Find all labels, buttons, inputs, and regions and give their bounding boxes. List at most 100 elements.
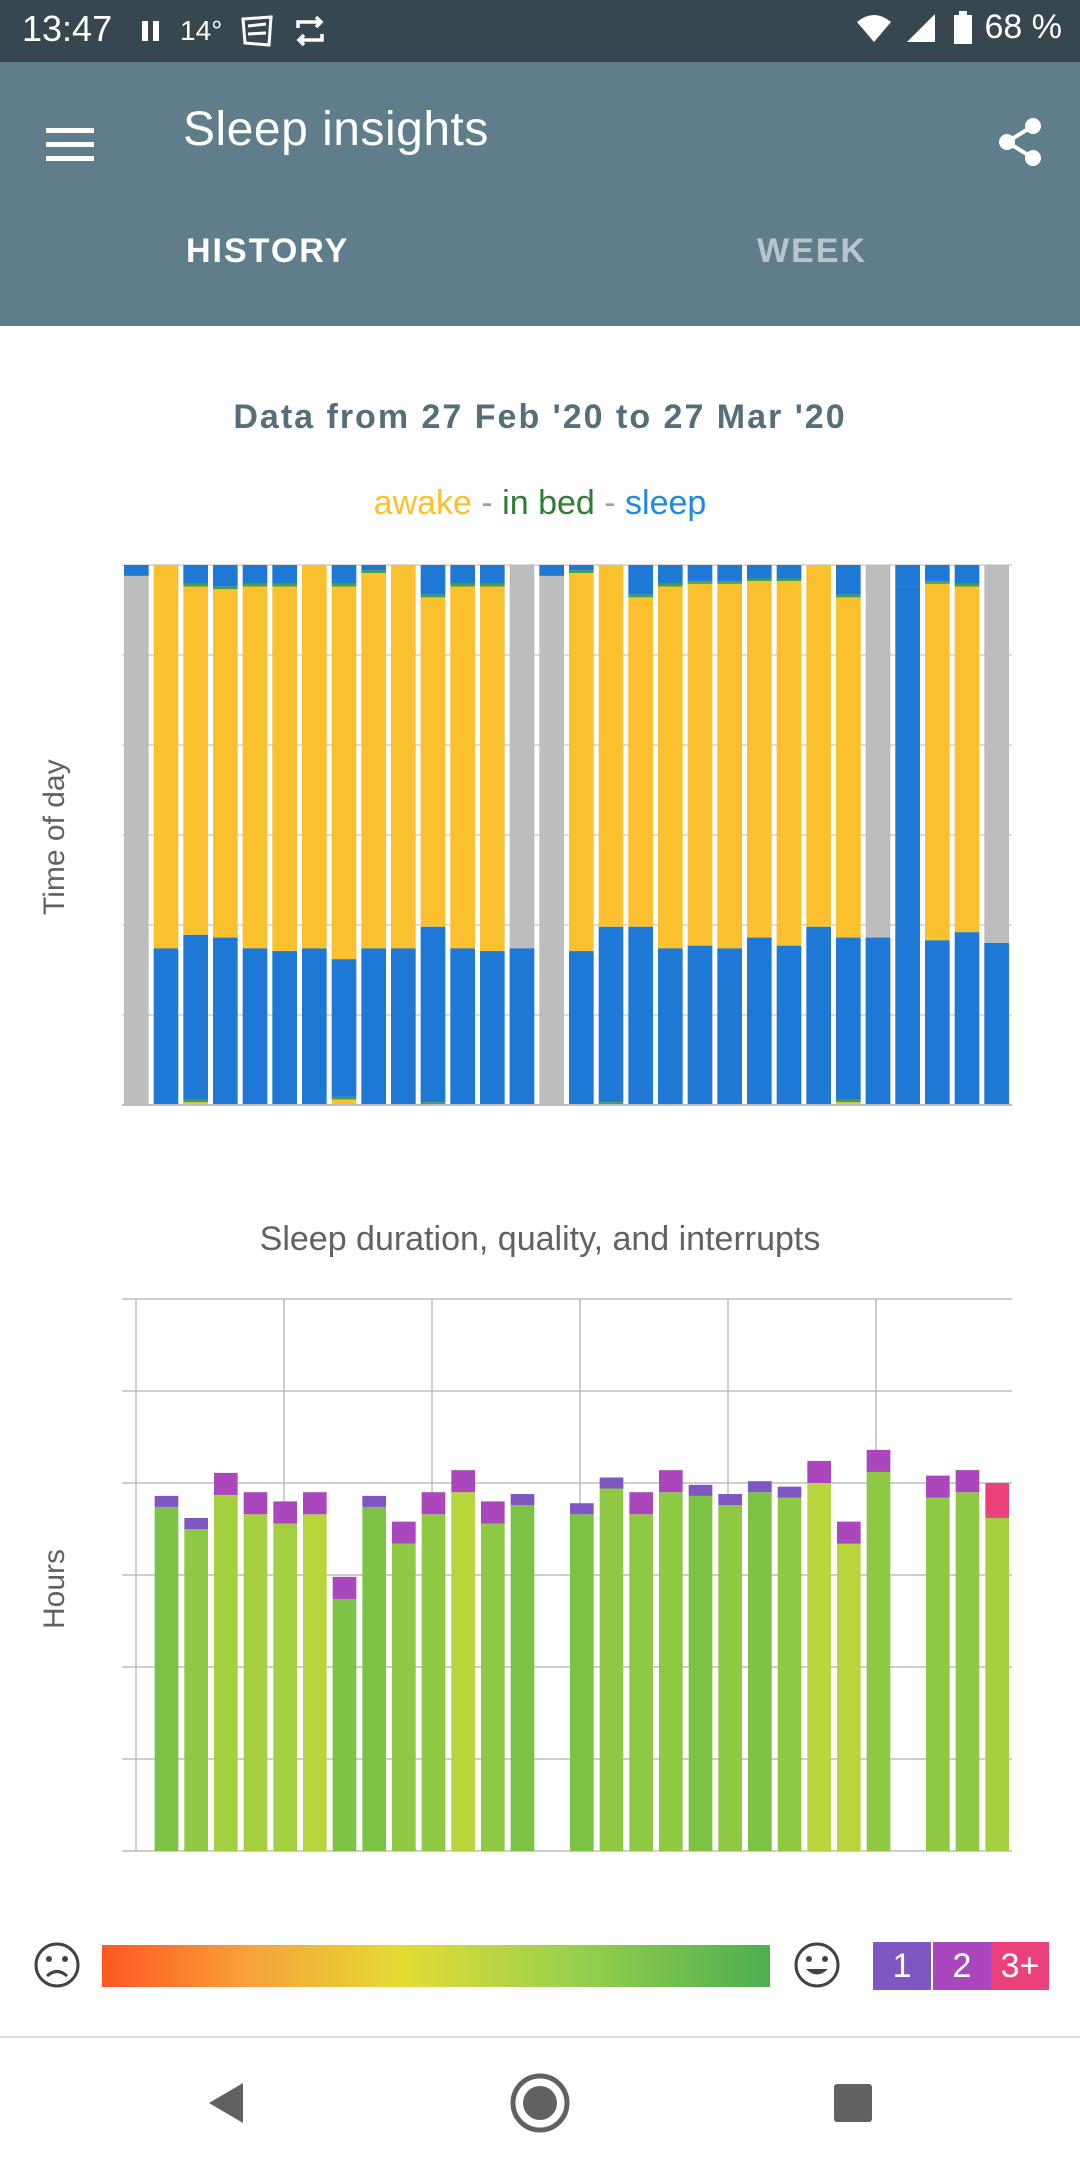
back-button[interactable]: [180, 2058, 270, 2148]
interrupts-segment: [421, 1492, 446, 1515]
awake-segment: [954, 586, 980, 933]
day-bar: [213, 565, 238, 1105]
sleep-segment: [569, 565, 594, 571]
sleep-duration-segment: [807, 1483, 831, 1851]
duration-bar: [214, 1472, 238, 1851]
in-bed-segment: [420, 1102, 446, 1105]
awake-segment: [361, 573, 386, 949]
sleep-duration-segment: [570, 1514, 594, 1851]
awake-segment: [776, 581, 802, 946]
duration-bar: [332, 1576, 357, 1851]
app-bar: Sleep insights HISTORY WEEK: [0, 62, 1080, 326]
awake-segment: [628, 597, 653, 927]
sleep-segment: [480, 565, 505, 584]
duration-bar: [570, 1503, 594, 1851]
duration-bar: [777, 1486, 802, 1851]
day-bar: [806, 565, 831, 1105]
sleep-segment: [658, 565, 683, 584]
sleep-segment: [687, 565, 713, 582]
day-bar: [717, 565, 742, 1105]
divider: [0, 2036, 1080, 2038]
interrupts-segment: [184, 1517, 208, 1529]
awake-segment: [569, 573, 594, 952]
awake-segment: [272, 586, 297, 952]
sleep-duration-segment: [332, 1598, 357, 1851]
recents-button[interactable]: [808, 2058, 898, 2148]
day-bar: [984, 565, 1009, 1105]
sleep-segment: [954, 565, 980, 584]
in-bed-segment: [331, 1096, 357, 1100]
sleep-segment: [242, 948, 268, 1105]
share-button[interactable]: [980, 102, 1060, 182]
duration-bar: [807, 1460, 831, 1851]
duration-bar: [718, 1494, 742, 1851]
awake-segment: [806, 565, 831, 927]
sleep-segment: [925, 940, 950, 1105]
day-bar: [658, 565, 683, 1105]
awake-segment: [242, 586, 268, 949]
duration-bar: [955, 1470, 980, 1851]
status-time: 13:47: [22, 8, 113, 49]
sleep-segment: [747, 565, 772, 579]
in-bed-segment: [450, 583, 475, 587]
day-bar: [509, 565, 535, 1105]
in-bed-segment: [361, 570, 386, 574]
day-bar: [539, 565, 564, 1105]
interrupts-segment: [362, 1495, 386, 1507]
sleep-segment: [272, 951, 297, 1105]
interrupts-segment: [807, 1460, 831, 1483]
duration-bar: [184, 1517, 208, 1851]
duration-bar: [362, 1495, 386, 1851]
legend-separator: -: [471, 484, 503, 522]
interrupts-segment: [451, 1470, 475, 1493]
sleep-segment: [865, 937, 891, 1105]
day-bar: [925, 565, 950, 1105]
sleep-segment: [420, 565, 446, 595]
sleep-segment: [450, 565, 475, 584]
in-bed-segment: [420, 594, 446, 598]
day-bar: [747, 565, 772, 1105]
duration-bar: [866, 1449, 891, 1851]
interrupts-segment: [154, 1495, 179, 1507]
recents-icon: [834, 2084, 872, 2122]
interrupts-segment: [955, 1470, 980, 1493]
status-bar: 13:47 14° 68 %: [0, 0, 1080, 62]
day-bar: [331, 565, 357, 1105]
awake-segment: [658, 586, 683, 949]
awake-segment: [450, 586, 475, 949]
awake-segment: [331, 1099, 357, 1105]
home-button[interactable]: [495, 2058, 585, 2148]
interrupts-segment: [926, 1475, 950, 1498]
quality-legend: 1 2 3+: [0, 1930, 1080, 2002]
awake-segment: [836, 1102, 861, 1105]
sleep-segment: [509, 948, 535, 1105]
interrupts-segment: [303, 1492, 327, 1515]
in-bed-segment: [598, 1102, 624, 1105]
sleep-duration-segment: [599, 1488, 624, 1851]
awake-segment: [153, 565, 179, 949]
awake-segment: [331, 586, 357, 960]
sleep-segment: [836, 565, 861, 595]
day-bar: [836, 565, 861, 1105]
sleep-duration-segment: [214, 1494, 238, 1851]
sleep-segment: [836, 937, 861, 1100]
day-bar: [124, 565, 149, 1105]
duration-bar: [510, 1494, 535, 1851]
in-bed-segment: [776, 578, 802, 582]
interrupts-segment: [332, 1576, 357, 1599]
day-bar: [865, 565, 891, 1105]
page-title: Sleep insights: [183, 103, 489, 156]
menu-button[interactable]: [30, 104, 110, 184]
sleep-segment: [213, 565, 238, 587]
duration-bar: [303, 1492, 327, 1851]
tab-week[interactable]: WEEK: [757, 232, 867, 270]
sleep-duration-segment: [955, 1492, 980, 1851]
sleep-segment: [539, 565, 564, 576]
duration-bar: [985, 1483, 1009, 1851]
legend-sleep: sleep: [625, 484, 707, 522]
chart1-y-axis-label: Time of day: [38, 759, 71, 915]
sleep-duration-segment: [421, 1514, 446, 1851]
pause-icon: [140, 19, 162, 43]
tab-history[interactable]: HISTORY: [186, 232, 350, 270]
interrupts-segment: [866, 1449, 891, 1472]
